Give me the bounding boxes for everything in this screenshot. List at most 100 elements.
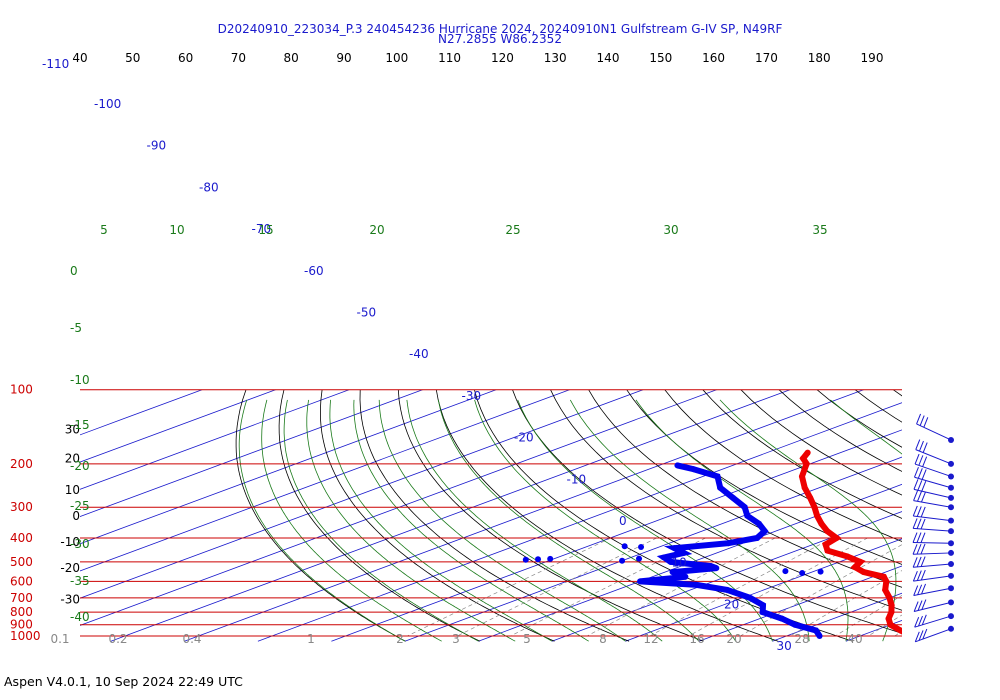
dry-adiabat-line: [397, 389, 704, 642]
isotherm-line: [110, 389, 791, 642]
isotherm-line: [331, 429, 902, 642]
wind-barb-flag: [920, 532, 926, 543]
moist-adiabat-line: [238, 399, 406, 642]
top-axis-tick: 90: [336, 51, 351, 65]
dewpoint-point: [759, 609, 766, 616]
pressure-label-800: 800: [10, 605, 33, 619]
temperature-point: [807, 494, 814, 501]
wind-barb-point: [948, 585, 954, 592]
dewpoint-scatter-point: [636, 555, 643, 562]
isotherm-line: [80, 389, 644, 599]
dry-adiabat-line: [474, 389, 853, 642]
wind-barb-staff: [913, 552, 952, 555]
wind-barb-flag: [918, 615, 923, 627]
pressure-label-100: 100: [10, 383, 33, 397]
wind-barb-staff: [913, 500, 952, 508]
wind-barb-flag: [913, 585, 919, 596]
pressure-label-400: 400: [10, 531, 33, 545]
wind-barb-flag: [914, 616, 920, 628]
isotherm-label: 10: [672, 556, 687, 570]
wind-barb-flag: [921, 583, 927, 595]
isotherm-line: [80, 389, 203, 436]
wind-barb-flag: [912, 557, 918, 568]
theta-e-left-label: -30: [70, 537, 90, 551]
dewpoint-point: [717, 484, 724, 491]
top-axis-tick: 80: [284, 51, 299, 65]
temperature-point: [885, 615, 892, 622]
isotherm-label: -40: [409, 347, 429, 361]
dry-adiabat-line: [435, 389, 779, 642]
theta-e-label: 10: [169, 223, 184, 237]
wind-barb-flag: [917, 468, 923, 479]
wind-barb-flag: [922, 442, 928, 453]
top-axis-label: -110: [42, 57, 69, 71]
pressure-label-300: 300: [10, 500, 33, 514]
wind-barb-flag: [917, 584, 923, 595]
isotherm-label: -20: [514, 431, 534, 445]
temperature-point: [880, 573, 887, 580]
wind-barb-flag: [920, 491, 926, 503]
isotherm-line: [551, 511, 902, 642]
wind-barbs: [912, 413, 954, 643]
isotherm-label: -60: [304, 264, 324, 278]
wind-barb-flag: [918, 630, 924, 641]
dewpoint-scatter-point: [621, 543, 628, 550]
dewpoint-point: [754, 534, 761, 541]
dewpoint-point: [667, 558, 674, 565]
wind-barb: [916, 413, 954, 443]
temperature-point: [811, 504, 818, 511]
mixing-ratio-label: 5: [523, 632, 531, 646]
wind-barb-staff: [912, 542, 952, 544]
dry-adiabat-line: [702, 389, 902, 519]
wind-barb-flag: [920, 518, 926, 530]
dewpoint-scatter-point: [619, 557, 626, 564]
moist-adiabat-line: [956, 400, 1000, 641]
dewpoint-point: [713, 565, 720, 572]
dewpoint-point: [725, 540, 732, 547]
top-axis-tick: 190: [861, 51, 884, 65]
pressure-label-700: 700: [10, 591, 33, 605]
wind-barb: [914, 613, 954, 628]
wind-barb-staff: [913, 515, 952, 522]
wind-barb-point: [948, 528, 954, 535]
temperature-point: [833, 534, 840, 541]
mixing-ratio-label: 0.4: [182, 632, 201, 646]
dewpoint-point: [671, 545, 678, 552]
pressure-label-1000: 1000: [10, 629, 41, 643]
wind-barb-staff: [914, 476, 952, 489]
wind-barb-staff: [913, 575, 952, 582]
top-axis-tick: 140: [597, 51, 620, 65]
isotherm-label: -10: [567, 472, 587, 486]
wind-barb-flag: [916, 518, 922, 529]
mixing-ratio-label: 40: [847, 632, 862, 646]
wind-barb-flag: [916, 543, 922, 555]
wind-barb-point: [948, 540, 954, 547]
pressure-label-900: 900: [10, 618, 33, 632]
isobars: [80, 389, 902, 637]
dewpoint-scatter-point: [522, 556, 529, 563]
wind-barb-flag: [922, 628, 928, 640]
wind-barb-point: [948, 517, 954, 524]
isotherm-label: -90: [147, 139, 167, 153]
isotherm-line: [993, 390, 1000, 642]
wind-barb-flag: [916, 506, 922, 517]
profiles: [522, 449, 902, 639]
theta-e-left-label: -35: [70, 574, 90, 588]
isotherm-label: 20: [724, 597, 739, 611]
dewpoint-point: [661, 554, 668, 561]
dewpoint-scatter-point: [782, 568, 789, 575]
theta-e-label: 35: [812, 223, 827, 237]
mixing-ratio-line: [980, 538, 1000, 636]
isotherm-line: [80, 389, 717, 626]
wind-barb-staff: [913, 488, 952, 499]
dry-adiabat-line: [931, 390, 1000, 642]
moist-adiabat-line: [283, 399, 479, 642]
top-axis-tick: 60: [178, 51, 193, 65]
temperature-point: [803, 460, 810, 467]
wind-barb-staff: [914, 601, 952, 613]
temperature-point: [886, 594, 893, 601]
wind-barb-staff: [913, 527, 952, 532]
top-axis-tick: 150: [649, 51, 672, 65]
top-axis-tick: 170: [755, 51, 778, 65]
